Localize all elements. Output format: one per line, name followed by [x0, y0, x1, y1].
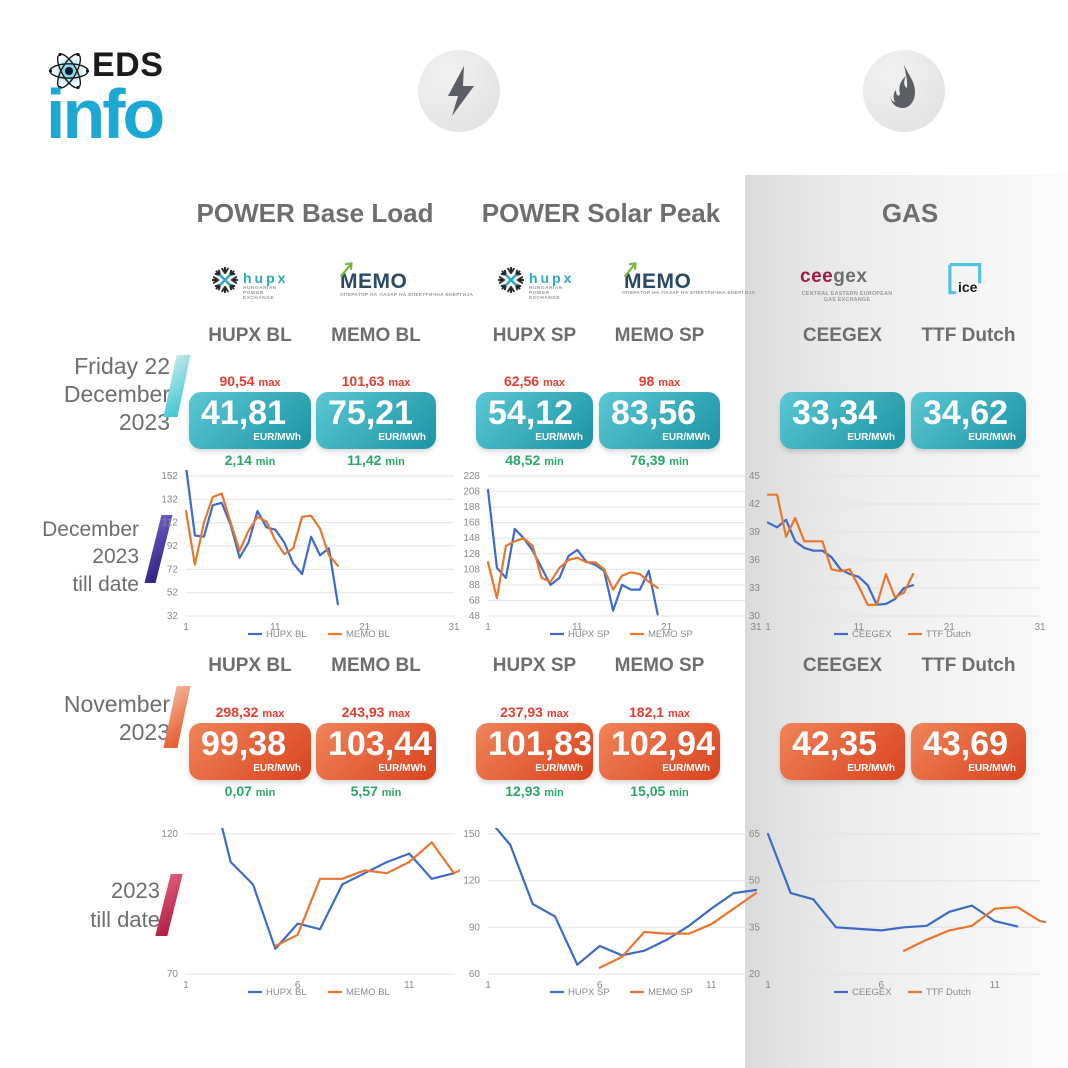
svg-text:1: 1 [485, 622, 491, 633]
svg-text:1: 1 [765, 622, 771, 633]
svg-text:36: 36 [749, 555, 761, 566]
svg-text:120: 120 [463, 876, 480, 887]
svg-text:HUPX BL: HUPX BL [266, 987, 307, 996]
svg-text:70: 70 [167, 969, 179, 980]
svg-text:MEMO SP: MEMO SP [648, 629, 693, 638]
svg-text:1: 1 [183, 622, 189, 633]
svg-text:MEMO BL: MEMO BL [346, 629, 390, 638]
svg-text:50: 50 [749, 876, 761, 887]
svg-text:1: 1 [765, 980, 771, 991]
svg-text:39: 39 [749, 527, 761, 538]
svg-text:TTF Dutch: TTF Dutch [926, 987, 971, 996]
svg-text:168: 168 [463, 518, 480, 529]
svg-text:65: 65 [749, 829, 761, 840]
svg-text:HUPX SP: HUPX SP [568, 987, 610, 996]
svg-text:52: 52 [167, 588, 179, 599]
svg-text:MEMO BL: MEMO BL [346, 987, 390, 996]
svg-text:48: 48 [469, 611, 481, 622]
svg-text:228: 228 [463, 471, 480, 482]
svg-text:11: 11 [706, 980, 717, 991]
svg-text:CEEGEX: CEEGEX [852, 629, 892, 638]
svg-text:208: 208 [463, 487, 480, 498]
svg-text:60: 60 [469, 969, 481, 980]
svg-text:MEMO SP: MEMO SP [648, 987, 693, 996]
svg-text:31: 31 [1034, 622, 1046, 633]
svg-text:88: 88 [469, 580, 481, 591]
svg-text:108: 108 [463, 564, 480, 575]
svg-text:11: 11 [990, 980, 1001, 991]
svg-text:150: 150 [463, 829, 480, 840]
svg-text:45: 45 [749, 471, 761, 482]
svg-text:HUPX BL: HUPX BL [266, 629, 307, 638]
svg-text:72: 72 [167, 564, 179, 575]
svg-text:152: 152 [161, 471, 178, 482]
svg-text:20: 20 [749, 969, 761, 980]
svg-text:92: 92 [167, 541, 179, 552]
svg-text:188: 188 [463, 502, 480, 513]
svg-text:128: 128 [463, 549, 480, 560]
svg-text:CEEGEX: CEEGEX [852, 987, 892, 996]
svg-text:1: 1 [485, 980, 491, 991]
svg-text:120: 120 [161, 829, 178, 840]
svg-text:11: 11 [404, 980, 415, 991]
svg-text:32: 32 [167, 611, 179, 622]
svg-text:HUPX SP: HUPX SP [568, 629, 610, 638]
svg-text:1: 1 [183, 980, 189, 991]
svg-text:35: 35 [749, 922, 761, 933]
svg-text:148: 148 [463, 533, 480, 544]
svg-text:112: 112 [162, 518, 178, 529]
svg-text:132: 132 [161, 494, 178, 505]
svg-text:TTF Dutch: TTF Dutch [926, 629, 971, 638]
svg-text:68: 68 [469, 595, 481, 606]
svg-text:42: 42 [749, 499, 761, 510]
svg-text:30: 30 [749, 611, 761, 622]
svg-text:90: 90 [469, 922, 481, 933]
svg-text:33: 33 [749, 583, 761, 594]
